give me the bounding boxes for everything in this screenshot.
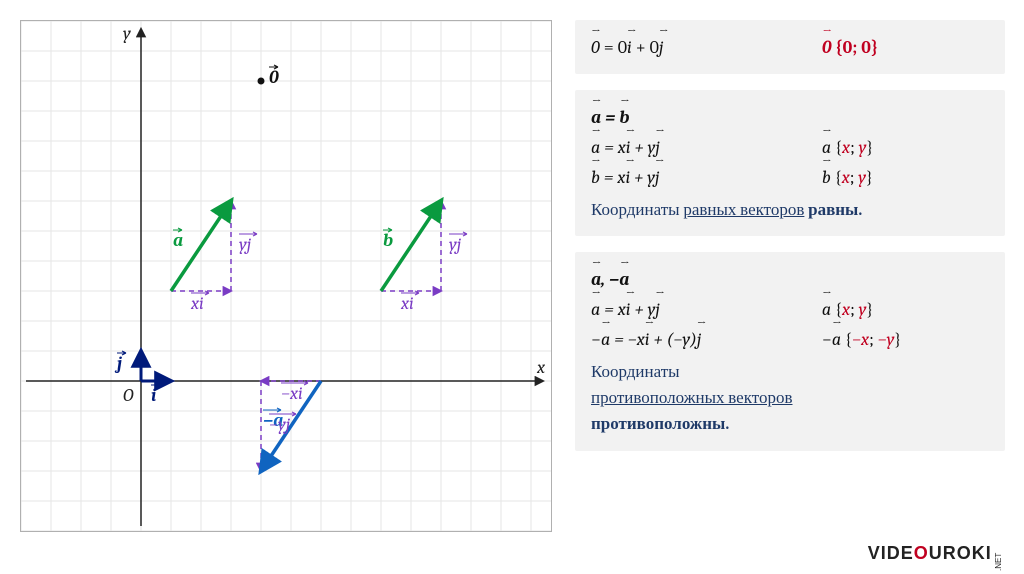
box3-line-ma: −a = −xi + (−y)j xyxy=(591,324,822,354)
box2-caption: Координаты равных векторов равны. xyxy=(591,198,989,224)
formula-panel: 0 = 0i + 0j 0 {0; 0} a = b a = xi + yj a… xyxy=(575,20,1005,467)
plot-svg: xyOij0axiyjbxiyj−a−xi−yj xyxy=(21,21,551,531)
svg-text:−yj: −yj xyxy=(269,414,291,435)
box-equal-vectors: a = b a = xi + yj a {x; y} b = xi + yj b… xyxy=(575,90,1005,236)
svg-text:xi: xi xyxy=(190,293,204,314)
svg-text:xi: xi xyxy=(400,293,414,314)
box-zero-vector: 0 = 0i + 0j 0 {0; 0} xyxy=(575,20,1005,74)
svg-text:yj: yj xyxy=(449,234,462,255)
svg-text:i: i xyxy=(151,385,156,406)
box1-left: 0 = 0i + 0j xyxy=(591,32,822,62)
box3-coord-ma: −a {−x; −y} xyxy=(822,324,989,354)
svg-text:b: b xyxy=(383,230,393,251)
svg-text:O: O xyxy=(123,385,134,406)
coordinate-plot: xyOij0axiyjbxiyj−a−xi−yj xyxy=(20,20,552,532)
box3-header: a, −a xyxy=(591,264,989,294)
box3-caption: Координаты противоположных векторов прот… xyxy=(591,360,989,439)
page-root: xyOij0axiyjbxiyj−a−xi−yj 0 = 0i + 0j 0 {… xyxy=(0,0,1024,574)
svg-text:0: 0 xyxy=(269,67,279,88)
box3-line-a: a = xi + yj xyxy=(591,294,822,324)
watermark: VIDEOUROKI.NET xyxy=(868,543,1010,566)
box2-header: a = b xyxy=(591,102,989,132)
box2-line-b: b = xi + yj xyxy=(591,162,822,192)
box2-coord-a: a {x; y} xyxy=(822,132,989,162)
svg-text:yj: yj xyxy=(239,234,252,255)
box2-coord-b: b {x; y} xyxy=(822,162,989,192)
svg-text:−xi: −xi xyxy=(281,383,303,404)
svg-text:a: a xyxy=(173,230,183,251)
svg-text:y: y xyxy=(123,23,131,44)
box1-right: 0 {0; 0} xyxy=(822,32,989,62)
box-opposite-vectors: a, −a a = xi + yj a {x; y} −a = −xi + (−… xyxy=(575,252,1005,451)
box3-coord-a: a {x; y} xyxy=(822,294,989,324)
svg-text:x: x xyxy=(536,357,546,378)
